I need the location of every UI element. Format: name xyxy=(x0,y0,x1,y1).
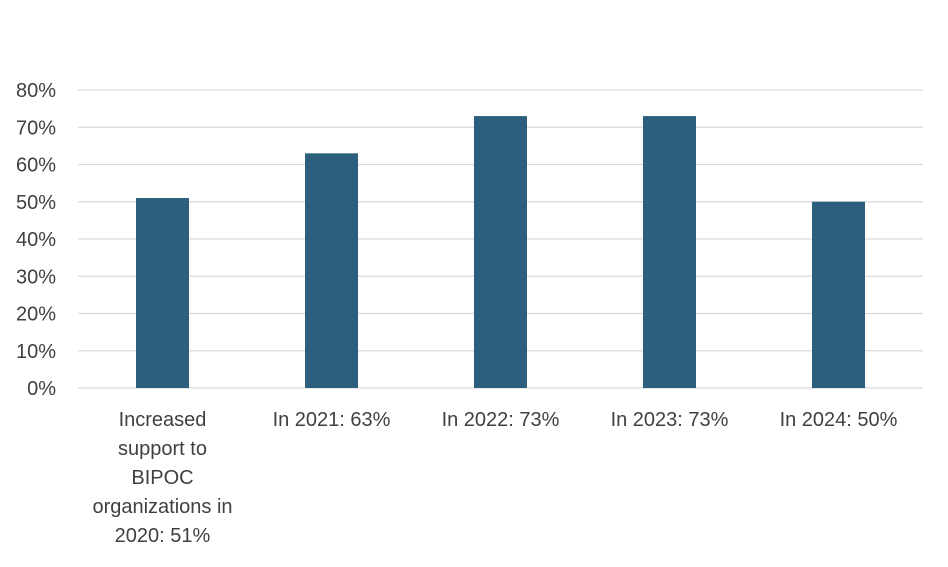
x-category-label: In 2022: 73% xyxy=(442,409,560,431)
y-tick-label: 50% xyxy=(16,192,56,214)
bar xyxy=(136,198,189,388)
y-tick-label: 20% xyxy=(16,304,56,326)
y-tick-label: 0% xyxy=(27,378,56,400)
x-category-label: In 2021: 63% xyxy=(273,409,391,431)
y-tick-label: 70% xyxy=(16,117,56,139)
bar xyxy=(812,201,865,388)
x-category-label-line: In 2023: 73% xyxy=(611,409,729,431)
x-category-label-line: In 2022: 73% xyxy=(442,409,560,431)
bar xyxy=(643,116,696,388)
y-tick-label: 40% xyxy=(16,229,56,251)
y-axis-tick-labels: 0% 10% 20% 30% 40% 50% 60% 70% 80% xyxy=(16,80,56,400)
x-category-label-line: In 2024: 50% xyxy=(780,409,898,431)
y-tick-label: 80% xyxy=(16,80,56,102)
y-tick-label: 10% xyxy=(16,341,56,363)
x-category-label-line: In 2021: 63% xyxy=(273,409,391,431)
x-category-label-line: support to xyxy=(118,438,207,460)
x-category-label-line: BIPOC xyxy=(131,467,193,489)
x-category-label-line: Increased xyxy=(119,409,207,431)
x-category-label-line: 2020: 51% xyxy=(115,525,211,547)
x-axis-category-labels: Increased support to BIPOC organizations in… xyxy=(92,409,897,547)
bar xyxy=(305,153,358,388)
bar xyxy=(474,116,527,388)
y-tick-label: 30% xyxy=(16,266,56,288)
y-tick-label: 60% xyxy=(16,155,56,177)
x-category-label: In 2023: 73% xyxy=(611,409,729,431)
x-category-label: In 2024: 50% xyxy=(780,409,898,431)
x-category-label: Increased support to BIPOC organizations in… xyxy=(92,409,232,547)
bars xyxy=(136,116,865,388)
x-category-label-line: organizations in xyxy=(92,496,232,518)
